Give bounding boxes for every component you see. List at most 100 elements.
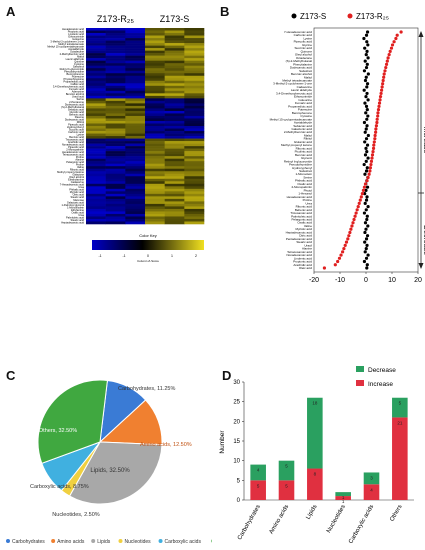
heatmap-cell [184,53,205,56]
heatmap-cell [184,83,205,87]
heatmap-row-label: Pseudothymidine [64,70,84,74]
heatmap-cell [86,133,106,137]
heatmap-cell [125,70,146,74]
dot-z173-s [364,198,369,202]
heatmap-cell [145,201,165,205]
heatmap-cell [145,143,165,147]
heatmap-cell [184,110,205,114]
pie-label-nucleotides: Nucleotides, 2.50% [52,512,99,518]
dot-z173-s [366,98,370,102]
annotation-increase: Increase [422,127,425,154]
bar-label-increase: 8 [314,472,317,477]
dot-z173-s [365,124,369,128]
dot-z173-s [364,53,368,57]
dot-z173-r [372,140,376,144]
heatmap-row-label: Cadaverine [71,180,85,184]
heatmap-cell [105,181,126,185]
heatmap-cell [184,163,205,167]
heatmap-cell [145,166,165,170]
heatmap-cell [145,98,165,102]
heatmap-cell [86,188,106,192]
dot-z173-s [365,185,370,189]
dot-z173-r [373,137,377,141]
heatmap-cell [164,70,185,74]
heatmap-cell [184,176,205,180]
heatmap-cell [184,113,205,117]
color-key-tick: -1 [98,254,101,258]
heatmap-cell [145,95,165,99]
heatmap-row-label: Ethylamine [71,208,84,212]
heatmap-cell [184,128,205,132]
heatmap-cell [86,75,106,79]
heatmap-cell [125,213,146,217]
heatmap-cell [125,166,146,170]
heatmap-cell [184,60,205,64]
heatmap-cell [164,151,185,154]
heatmap-cell [184,138,205,142]
heatmap-cell [184,115,205,119]
heatmap-cell [125,203,146,207]
dot-row-label: Ethosuximide [294,95,312,99]
heatmap-cell [184,98,205,102]
dot-z173-r [336,259,340,264]
heatmap-cell [125,75,146,79]
x-tick-label: 10 [388,277,396,284]
heatmap-cell [145,78,165,82]
heatmap-cell [145,100,165,104]
heatmap-cell [86,126,106,129]
bar-decrease [363,472,380,485]
heatmap-cell [105,50,126,54]
heatmap-cell [184,88,205,92]
heatmap-cell [145,48,165,51]
pie-label-amino-acids: Amino acids, 12.50% [140,442,192,448]
dot-z173-s [364,146,368,150]
x-tick-label: Carbohydrates [237,504,262,541]
heatmap-cell [164,30,185,34]
dot-z173-s [365,214,369,218]
heatmap-cell [164,63,185,66]
heatmap-cell [145,113,165,117]
heatmap-cell [184,191,205,195]
heatmap-cell [164,128,185,132]
dot-z173-r [358,198,362,202]
bar-decrease [335,492,351,497]
heatmap-cell [125,206,146,210]
heatmap-cell [145,73,165,77]
heatmap-cell [164,100,185,104]
dot-z173-r [378,95,383,99]
dot-z173-s [366,253,370,257]
heatmap-cell [184,171,205,175]
dot-row-label: Glycerol [301,156,312,160]
dot-z173-r [392,40,396,44]
heatmap-row-label: Tetracosanoic acid [63,153,85,157]
heatmap-cell [105,176,126,180]
pie-legend-marker [91,539,96,543]
heatmap-cell [86,176,106,180]
dot-z173-s [363,230,367,235]
heatmap-cell [125,80,146,84]
legend-marker-r [347,13,353,19]
heatmap-cell [164,193,185,197]
heatmap-cell [184,216,205,220]
heatmap-cell [125,208,146,212]
dot-row-label: Oxalic acid [297,221,312,225]
heatmap-cell [145,203,165,207]
heatmap-row-label: Galactose [72,173,84,177]
heatmap-cell [125,120,146,124]
dot-row-label: Cadaverine [297,85,313,89]
heatmap-cell [105,83,126,87]
heatmap-cell [105,171,126,175]
dot-z173-s [364,256,369,260]
heatmap-cell [145,181,165,185]
heatmap-cell [184,95,205,99]
heatmap-row-label: Alanine [75,158,84,162]
heatmap-cell [164,50,185,54]
dot-z173-s [363,172,367,176]
heatmap-cell [145,141,165,144]
dot-z173-s [365,85,369,89]
heatmap-cell [125,33,146,36]
heatmap-cell [125,178,146,182]
dot-z173-r [353,214,357,218]
bar-label-increase: 5 [285,483,288,488]
x-tick-label: -10 [335,277,345,284]
